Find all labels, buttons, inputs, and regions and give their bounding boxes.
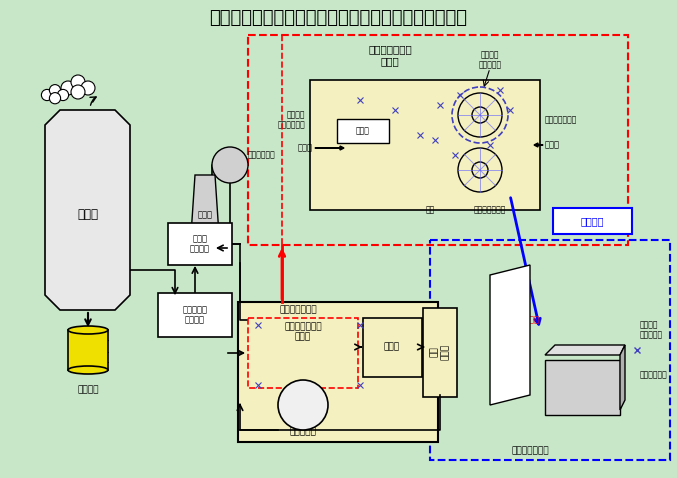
Text: 上方向に
ずれ: 上方向に ずれ xyxy=(520,315,540,335)
Text: 除湿器: 除湿器 xyxy=(384,343,400,351)
Circle shape xyxy=(58,89,68,100)
FancyBboxPatch shape xyxy=(553,208,632,234)
FancyArrow shape xyxy=(315,146,344,150)
FancyArrow shape xyxy=(534,143,543,147)
Text: 排気筒: 排気筒 xyxy=(198,210,213,219)
FancyBboxPatch shape xyxy=(423,308,457,397)
FancyBboxPatch shape xyxy=(363,318,422,377)
Text: 巻取側スプール: 巻取側スプール xyxy=(545,116,577,124)
Text: 排気側: 排気側 xyxy=(545,141,560,150)
Circle shape xyxy=(81,81,95,95)
Text: じんあいモニタ
検出部: じんあいモニタ 検出部 xyxy=(284,322,322,342)
Text: じんあい
モニタ検出器: じんあい モニタ検出器 xyxy=(278,110,305,130)
Circle shape xyxy=(49,85,61,96)
Text: 伊方発電所　雑固体焼却設備排気筒モニタ系統概略図: 伊方発電所 雑固体焼却設備排気筒モニタ系統概略図 xyxy=(209,9,467,27)
Polygon shape xyxy=(190,175,220,250)
FancyBboxPatch shape xyxy=(168,223,232,265)
Text: ろ紙切れ
検知センサ: ろ紙切れ 検知センサ xyxy=(479,50,502,70)
FancyBboxPatch shape xyxy=(310,80,540,210)
Circle shape xyxy=(71,85,85,99)
Ellipse shape xyxy=(68,326,108,334)
Text: 排ガスブロア: 排ガスブロア xyxy=(248,151,276,160)
Text: セラミック
フィルタ: セラミック フィルタ xyxy=(183,305,207,325)
Text: 吸気側: 吸気側 xyxy=(297,143,313,152)
Circle shape xyxy=(49,93,61,104)
Circle shape xyxy=(278,380,328,430)
Text: ろ紙: ろ紙 xyxy=(565,376,575,384)
Text: ドラム缶: ドラム缶 xyxy=(77,385,99,394)
Text: ろ紙: ろ紙 xyxy=(425,205,435,214)
Text: 当該箇所: 当該箇所 xyxy=(580,216,604,226)
Text: じんあいモニタ
検出部: じんあいモニタ 検出部 xyxy=(368,44,412,66)
FancyBboxPatch shape xyxy=(248,318,358,388)
Polygon shape xyxy=(620,345,625,410)
Text: じんあいモニタ: じんあいモニタ xyxy=(279,305,317,315)
Text: 真空ポンプ: 真空ポンプ xyxy=(290,427,316,436)
Circle shape xyxy=(71,75,85,89)
Polygon shape xyxy=(545,345,625,355)
FancyBboxPatch shape xyxy=(158,293,232,337)
Polygon shape xyxy=(545,360,620,415)
FancyBboxPatch shape xyxy=(337,119,389,143)
FancyBboxPatch shape xyxy=(238,302,438,442)
Circle shape xyxy=(41,89,53,100)
Circle shape xyxy=(61,81,75,95)
Text: ろ紙検知位置: ろ紙検知位置 xyxy=(640,370,668,380)
Text: ガス
モニタ: ガス モニタ xyxy=(431,344,450,360)
Text: ろ紙切れ
検知センサ: ろ紙切れ 検知センサ xyxy=(640,320,663,340)
Text: 検出器: 検出器 xyxy=(356,127,370,135)
Circle shape xyxy=(212,147,248,183)
Text: 排ガス
フィルタ: 排ガス フィルタ xyxy=(190,234,210,254)
Text: 焼却炉: 焼却炉 xyxy=(77,208,98,221)
Text: 供給側スプール: 供給側スプール xyxy=(474,205,506,214)
Polygon shape xyxy=(45,110,130,310)
FancyBboxPatch shape xyxy=(68,330,108,370)
Ellipse shape xyxy=(68,366,108,374)
Text: 【ろ紙ずれ時】: 【ろ紙ずれ時】 xyxy=(511,446,549,455)
Polygon shape xyxy=(490,265,530,405)
